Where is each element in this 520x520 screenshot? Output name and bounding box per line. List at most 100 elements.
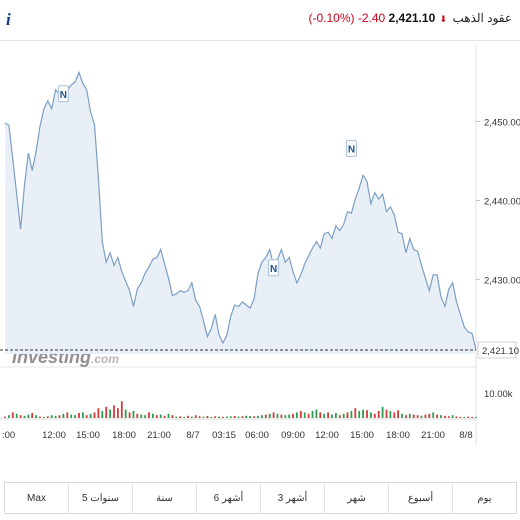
- volume-bar: [155, 415, 158, 418]
- period-button[interactable]: أسبوع: [388, 483, 452, 513]
- volume-bar: [370, 412, 372, 418]
- info-icon[interactable]: i: [6, 10, 11, 29]
- volume-bar: [152, 413, 154, 418]
- volume-bar: [117, 408, 119, 418]
- volume-bar: [120, 401, 123, 418]
- volume-bar: [362, 409, 364, 418]
- period-button[interactable]: 3 أشهر: [260, 483, 324, 513]
- volume-bar: [206, 416, 209, 418]
- volume-bar: [331, 414, 333, 418]
- volume-bar: [15, 413, 18, 418]
- period-button[interactable]: 6 أشهر: [196, 483, 260, 513]
- volume-bar: [335, 413, 337, 418]
- volume-bar: [198, 416, 201, 418]
- volume-bar: [471, 416, 473, 418]
- volume-bar: [327, 412, 329, 418]
- volume-bar: [354, 408, 357, 418]
- volume-bar: [97, 408, 100, 418]
- volume-bar: [319, 412, 322, 418]
- x-tick-label: 18:00: [386, 430, 410, 441]
- change-value: -2.40: [357, 11, 386, 25]
- volume-bar: [366, 410, 368, 418]
- volume-bar: [144, 415, 146, 418]
- volume-bar: [43, 416, 45, 418]
- volume-bar: [202, 416, 205, 418]
- last-price-label: 2,421.10: [477, 341, 519, 359]
- volume-bar: [436, 414, 438, 418]
- x-tick-label: 06:00: [245, 430, 269, 441]
- x-axis: :00 12:00 15:00 18:00 21:00 8/7 03:15 06:00 09:0…: [2, 430, 473, 441]
- volume-bar: [183, 416, 185, 418]
- news-marker-label: N: [270, 264, 277, 275]
- period-selector: Max 5 سنوات سنة 6 أشهر 3 أشهر شهر أسبوع يوم: [4, 482, 517, 514]
- volume-bar: [408, 413, 411, 418]
- volume-bar: [194, 415, 197, 418]
- volume-bar: [253, 416, 255, 418]
- volume-bar: [222, 416, 224, 418]
- period-button[interactable]: Max: [27, 492, 46, 504]
- event-markers: N N N: [57, 85, 357, 277]
- price-chart[interactable]: Investing.com NNN 2,450.002,440.002,430.…: [0, 41, 520, 482]
- y-tick-label: 2,430.00: [484, 276, 520, 287]
- volume-bar: [459, 416, 462, 418]
- volume-bar: [377, 411, 380, 418]
- volume-bar: [272, 412, 275, 418]
- volume-bar: [463, 417, 466, 418]
- x-tick-label: 21:00: [421, 430, 445, 441]
- volume-bar: [89, 413, 92, 418]
- volume-bar: [101, 411, 104, 418]
- period-button[interactable]: سنة: [132, 483, 196, 513]
- volume-bar: [148, 412, 150, 418]
- volume-bar: [389, 411, 392, 418]
- volume-bar: [128, 412, 131, 418]
- x-tick-label: 15:00: [76, 430, 100, 441]
- y-tick-label: 2,440.00: [484, 197, 520, 208]
- volume-bar: [241, 416, 244, 418]
- volume-bar: [4, 416, 6, 418]
- period-button[interactable]: 5 سنوات: [68, 483, 132, 513]
- period-button[interactable]: يوم: [452, 483, 516, 513]
- x-tick-label: :00: [2, 430, 15, 441]
- volume-bar: [226, 416, 228, 418]
- header-divider: [0, 40, 520, 41]
- volume-bar: [105, 406, 108, 418]
- volume-bar: [292, 413, 294, 418]
- volume-bar: [288, 414, 291, 418]
- volume-bar: [124, 409, 127, 418]
- volume-bar: [249, 416, 252, 418]
- y-tick-label: 2,450.00: [484, 117, 520, 128]
- volume-bar: [393, 412, 396, 418]
- volume-bar: [35, 415, 37, 418]
- volume-bar: [385, 409, 388, 418]
- volume-bar: [163, 415, 166, 418]
- instrument-title: عقود الذهب: [452, 11, 512, 25]
- x-tick-label: 15:00: [350, 430, 374, 441]
- x-tick-label: 03:15: [212, 430, 236, 441]
- volume-bar: [179, 416, 182, 418]
- volume-bar: [82, 412, 84, 418]
- period-button[interactable]: شهر: [324, 483, 388, 513]
- volume-bar: [218, 416, 220, 418]
- volume-bar: [27, 414, 30, 418]
- volume-bar: [342, 413, 345, 418]
- volume-axis-label: 10.00k: [484, 389, 513, 400]
- volume-bar: [264, 414, 267, 418]
- x-tick-label: 12:00: [315, 430, 339, 441]
- volume-bar: [257, 415, 259, 418]
- x-tick-label: 12:00: [42, 430, 66, 441]
- volume-bar: [475, 417, 477, 418]
- volume-bar: [296, 412, 298, 418]
- volume-bar: [113, 405, 115, 418]
- news-marker: N: [268, 259, 280, 277]
- volume-bar: [315, 409, 318, 418]
- volume-bar: [190, 416, 193, 418]
- change-percent: (-0.10%): [308, 11, 355, 25]
- volume-bar: [233, 416, 236, 418]
- volume-bar: [284, 415, 287, 418]
- volume-bar: [136, 413, 139, 418]
- volume-bar: [109, 409, 111, 418]
- volume-bar: [46, 416, 49, 418]
- volume-bar: [58, 415, 61, 418]
- price-line: [4, 70, 477, 351]
- quote-summary: (-0.10%) -2.40 2,421.10 ⬇ عقود الذهب: [308, 11, 512, 25]
